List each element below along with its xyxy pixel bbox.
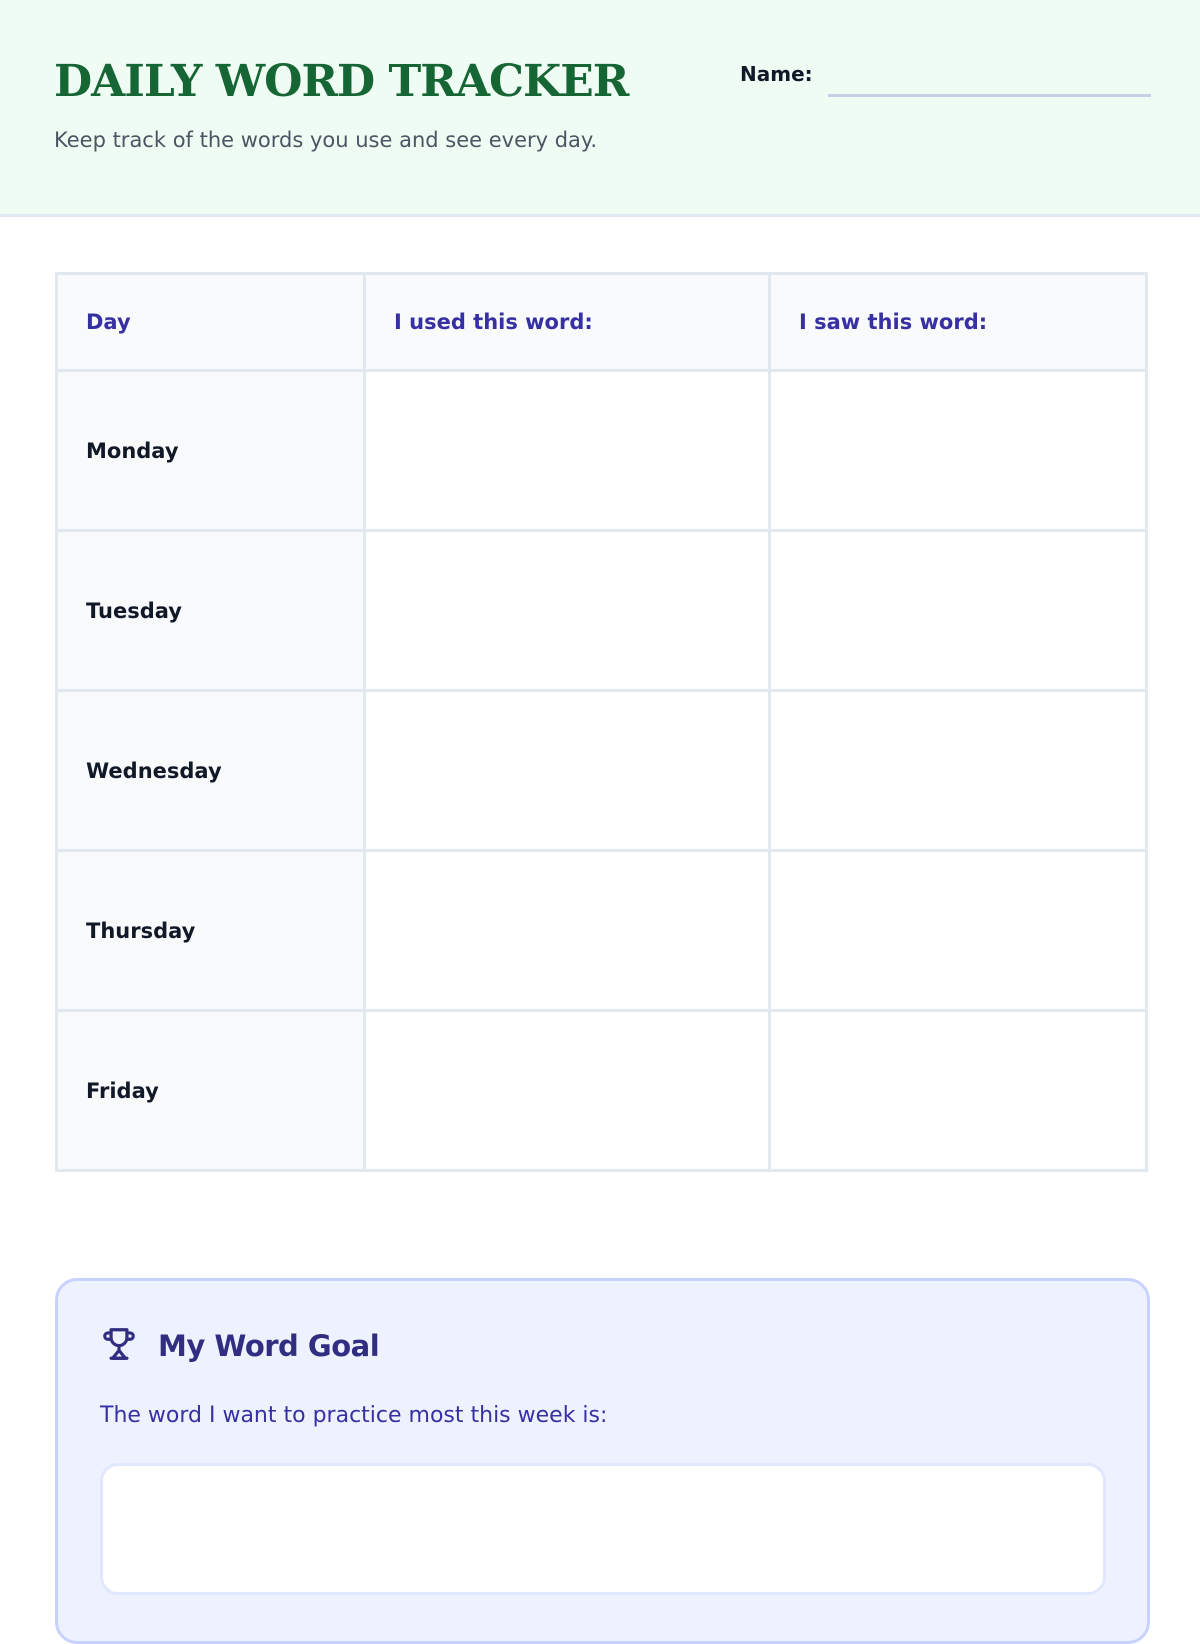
page-header: DAILY WORD TRACKER Keep track of the wor… [0, 0, 1200, 217]
table-row: Monday [55, 369, 1148, 532]
used-word-cell[interactable] [363, 529, 771, 692]
column-header-day: Day [55, 272, 366, 372]
saw-word-cell[interactable] [768, 369, 1148, 532]
used-word-cell[interactable] [363, 689, 771, 852]
used-word-cell[interactable] [363, 849, 771, 1012]
page-title: DAILY WORD TRACKER [54, 56, 629, 107]
day-cell: Monday [55, 369, 366, 532]
goal-prompt: The word I want to practice most this we… [100, 1403, 608, 1428]
used-word-cell[interactable] [363, 369, 771, 532]
table-row: Friday [55, 1009, 1148, 1172]
name-label: Name: [740, 62, 813, 86]
day-cell: Friday [55, 1009, 366, 1172]
column-header-used: I used this word: [363, 272, 771, 372]
table-row: Thursday [55, 849, 1148, 1012]
name-field[interactable] [828, 78, 1151, 97]
table-row: Wednesday [55, 689, 1148, 852]
goal-word-input[interactable] [100, 1463, 1106, 1595]
saw-word-cell[interactable] [768, 689, 1148, 852]
saw-word-cell[interactable] [768, 849, 1148, 1012]
goal-heading: My Word Goal [100, 1325, 380, 1367]
saw-word-cell[interactable] [768, 1009, 1148, 1172]
trophy-icon [100, 1325, 138, 1367]
column-header-saw: I saw this word: [768, 272, 1148, 372]
used-word-cell[interactable] [363, 1009, 771, 1172]
word-tracker-table: Day I used this word: I saw this word: M… [55, 272, 1148, 1172]
page-subtitle: Keep track of the words you use and see … [54, 128, 598, 152]
goal-title: My Word Goal [158, 1329, 380, 1363]
table-header-row: Day I used this word: I saw this word: [55, 272, 1148, 372]
day-cell: Wednesday [55, 689, 366, 852]
saw-word-cell[interactable] [768, 529, 1148, 692]
table-row: Tuesday [55, 529, 1148, 692]
word-goal-card: My Word Goal The word I want to practice… [55, 1278, 1150, 1644]
day-cell: Thursday [55, 849, 366, 1012]
day-cell: Tuesday [55, 529, 366, 692]
